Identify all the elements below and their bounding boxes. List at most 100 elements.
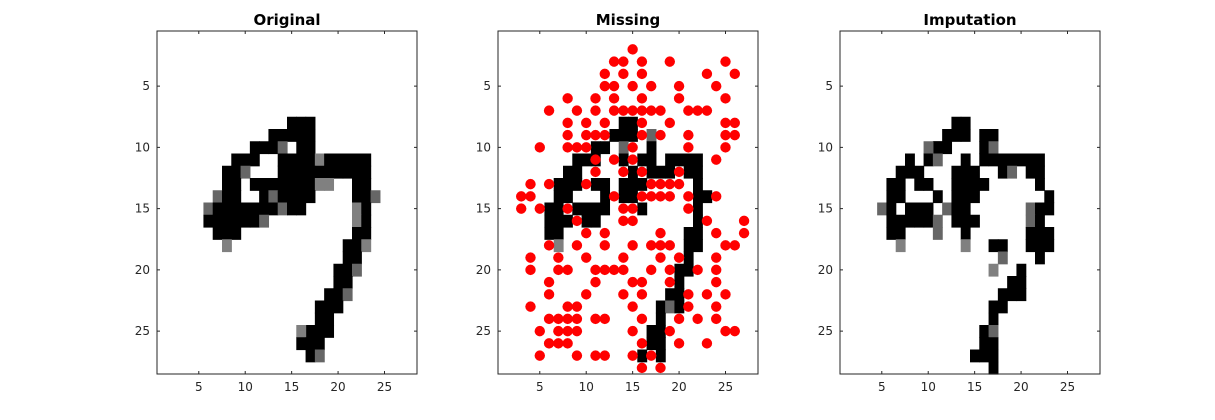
heatmap-cell — [693, 227, 703, 240]
heatmap-cell — [618, 190, 629, 204]
heatmap-cell — [1016, 288, 1027, 302]
heatmap-cell — [886, 190, 897, 204]
y-tick-label: 25 — [818, 324, 833, 338]
missing-marker — [571, 350, 583, 361]
heatmap-cell — [305, 349, 316, 363]
heatmap-cell — [314, 178, 325, 191]
missing-marker — [525, 301, 536, 312]
title-original: Original — [253, 11, 320, 29]
heatmap-cell — [324, 312, 335, 326]
heatmap-cell — [305, 165, 316, 179]
heatmap-cell — [333, 153, 344, 167]
heatmap-cell — [979, 153, 990, 167]
heatmap-cell — [231, 202, 242, 216]
heatmap-cell — [370, 190, 381, 204]
heatmap-cell — [693, 190, 703, 204]
heatmap-cell — [296, 190, 307, 204]
heatmap-cell — [932, 190, 943, 204]
x-tick-label: 15 — [967, 380, 982, 394]
missing-marker — [590, 313, 601, 325]
missing-marker — [627, 44, 638, 55]
heatmap-cell — [296, 129, 307, 142]
missing-marker — [701, 68, 713, 80]
heatmap-cell — [361, 178, 372, 191]
missing-marker — [673, 338, 685, 349]
missing-marker — [534, 203, 545, 214]
missing-marker — [711, 276, 722, 288]
heatmap-cell — [259, 141, 270, 155]
heatmap-cell — [683, 153, 694, 167]
heatmap-cell — [628, 178, 638, 191]
heatmap-cell — [655, 312, 666, 326]
missing-marker — [608, 93, 620, 104]
heatmap-cell — [923, 214, 934, 228]
heatmap-cells-missing — [544, 116, 713, 363]
heatmap-cell — [563, 165, 573, 179]
missing-marker — [562, 142, 573, 153]
axes-frame-original — [156, 30, 418, 375]
heatmap-cell — [231, 153, 242, 167]
heatmap-cell — [646, 153, 657, 167]
missing-marker — [664, 191, 675, 202]
missing-marker — [646, 191, 657, 202]
heatmap-cell — [352, 202, 362, 216]
missing-marker — [581, 117, 592, 129]
missing-marker — [618, 289, 629, 300]
ticks-imputation: 5 10 15 20 25 5 10 15 20 25 — [818, 31, 1100, 394]
missing-marker — [711, 301, 722, 312]
missing-marker — [738, 215, 750, 227]
heatmap-cell — [877, 202, 888, 216]
heatmap-cell — [305, 153, 316, 167]
missing-marker — [543, 178, 555, 190]
heatmap-cell — [553, 202, 564, 216]
missing-marker — [683, 301, 694, 312]
missing-marker — [692, 313, 703, 325]
missing-marker — [525, 252, 536, 263]
y-tick-label: 15 — [135, 202, 150, 216]
missing-marker — [516, 191, 527, 202]
missing-marker — [683, 142, 694, 153]
missing-marker — [683, 203, 694, 214]
missing-marker — [627, 80, 638, 92]
heatmap-cell — [572, 153, 583, 167]
heatmap-cell — [249, 178, 260, 191]
heatmap-cell — [951, 116, 962, 130]
heatmap-cell — [637, 178, 648, 191]
heatmap-cell — [240, 214, 251, 228]
heatmap-cell — [683, 251, 694, 265]
missing-marker — [636, 313, 648, 325]
missing-marker — [618, 56, 629, 67]
heatmap-cell — [277, 129, 288, 142]
x-tick-label: 10 — [921, 380, 936, 394]
heatmap-cell — [951, 202, 962, 216]
heatmap-cell — [305, 116, 316, 130]
heatmap-cell — [572, 202, 583, 216]
heatmap-cell — [287, 116, 297, 130]
heatmap-cell — [979, 325, 990, 338]
missing-marker — [553, 264, 564, 276]
heatmap-cell — [590, 214, 601, 228]
heatmap-cell — [988, 325, 999, 338]
heatmap-cell — [231, 178, 242, 191]
heatmap-cell — [905, 202, 915, 216]
y-tick-label: 15 — [476, 202, 491, 216]
missing-marker — [562, 117, 573, 129]
missing-marker — [636, 129, 648, 141]
missing-marker — [738, 227, 750, 239]
heatmap-cell — [979, 129, 990, 142]
heatmap-cell — [361, 190, 372, 204]
heatmap-cell — [1044, 190, 1055, 204]
heatmap-cell — [1035, 251, 1045, 265]
heatmap-cell — [923, 178, 934, 191]
missing-marker — [711, 252, 722, 263]
heatmap-cell — [1025, 214, 1036, 228]
missing-marker — [562, 313, 573, 325]
heatmap-cell — [702, 190, 713, 204]
missing-marker — [701, 338, 713, 349]
missing-marker — [711, 313, 722, 325]
heatmap-cell — [212, 190, 223, 204]
heatmap-cell — [324, 288, 335, 302]
missing-marker — [683, 289, 694, 300]
missing-marker — [655, 227, 666, 239]
heatmap-cell — [960, 178, 971, 191]
